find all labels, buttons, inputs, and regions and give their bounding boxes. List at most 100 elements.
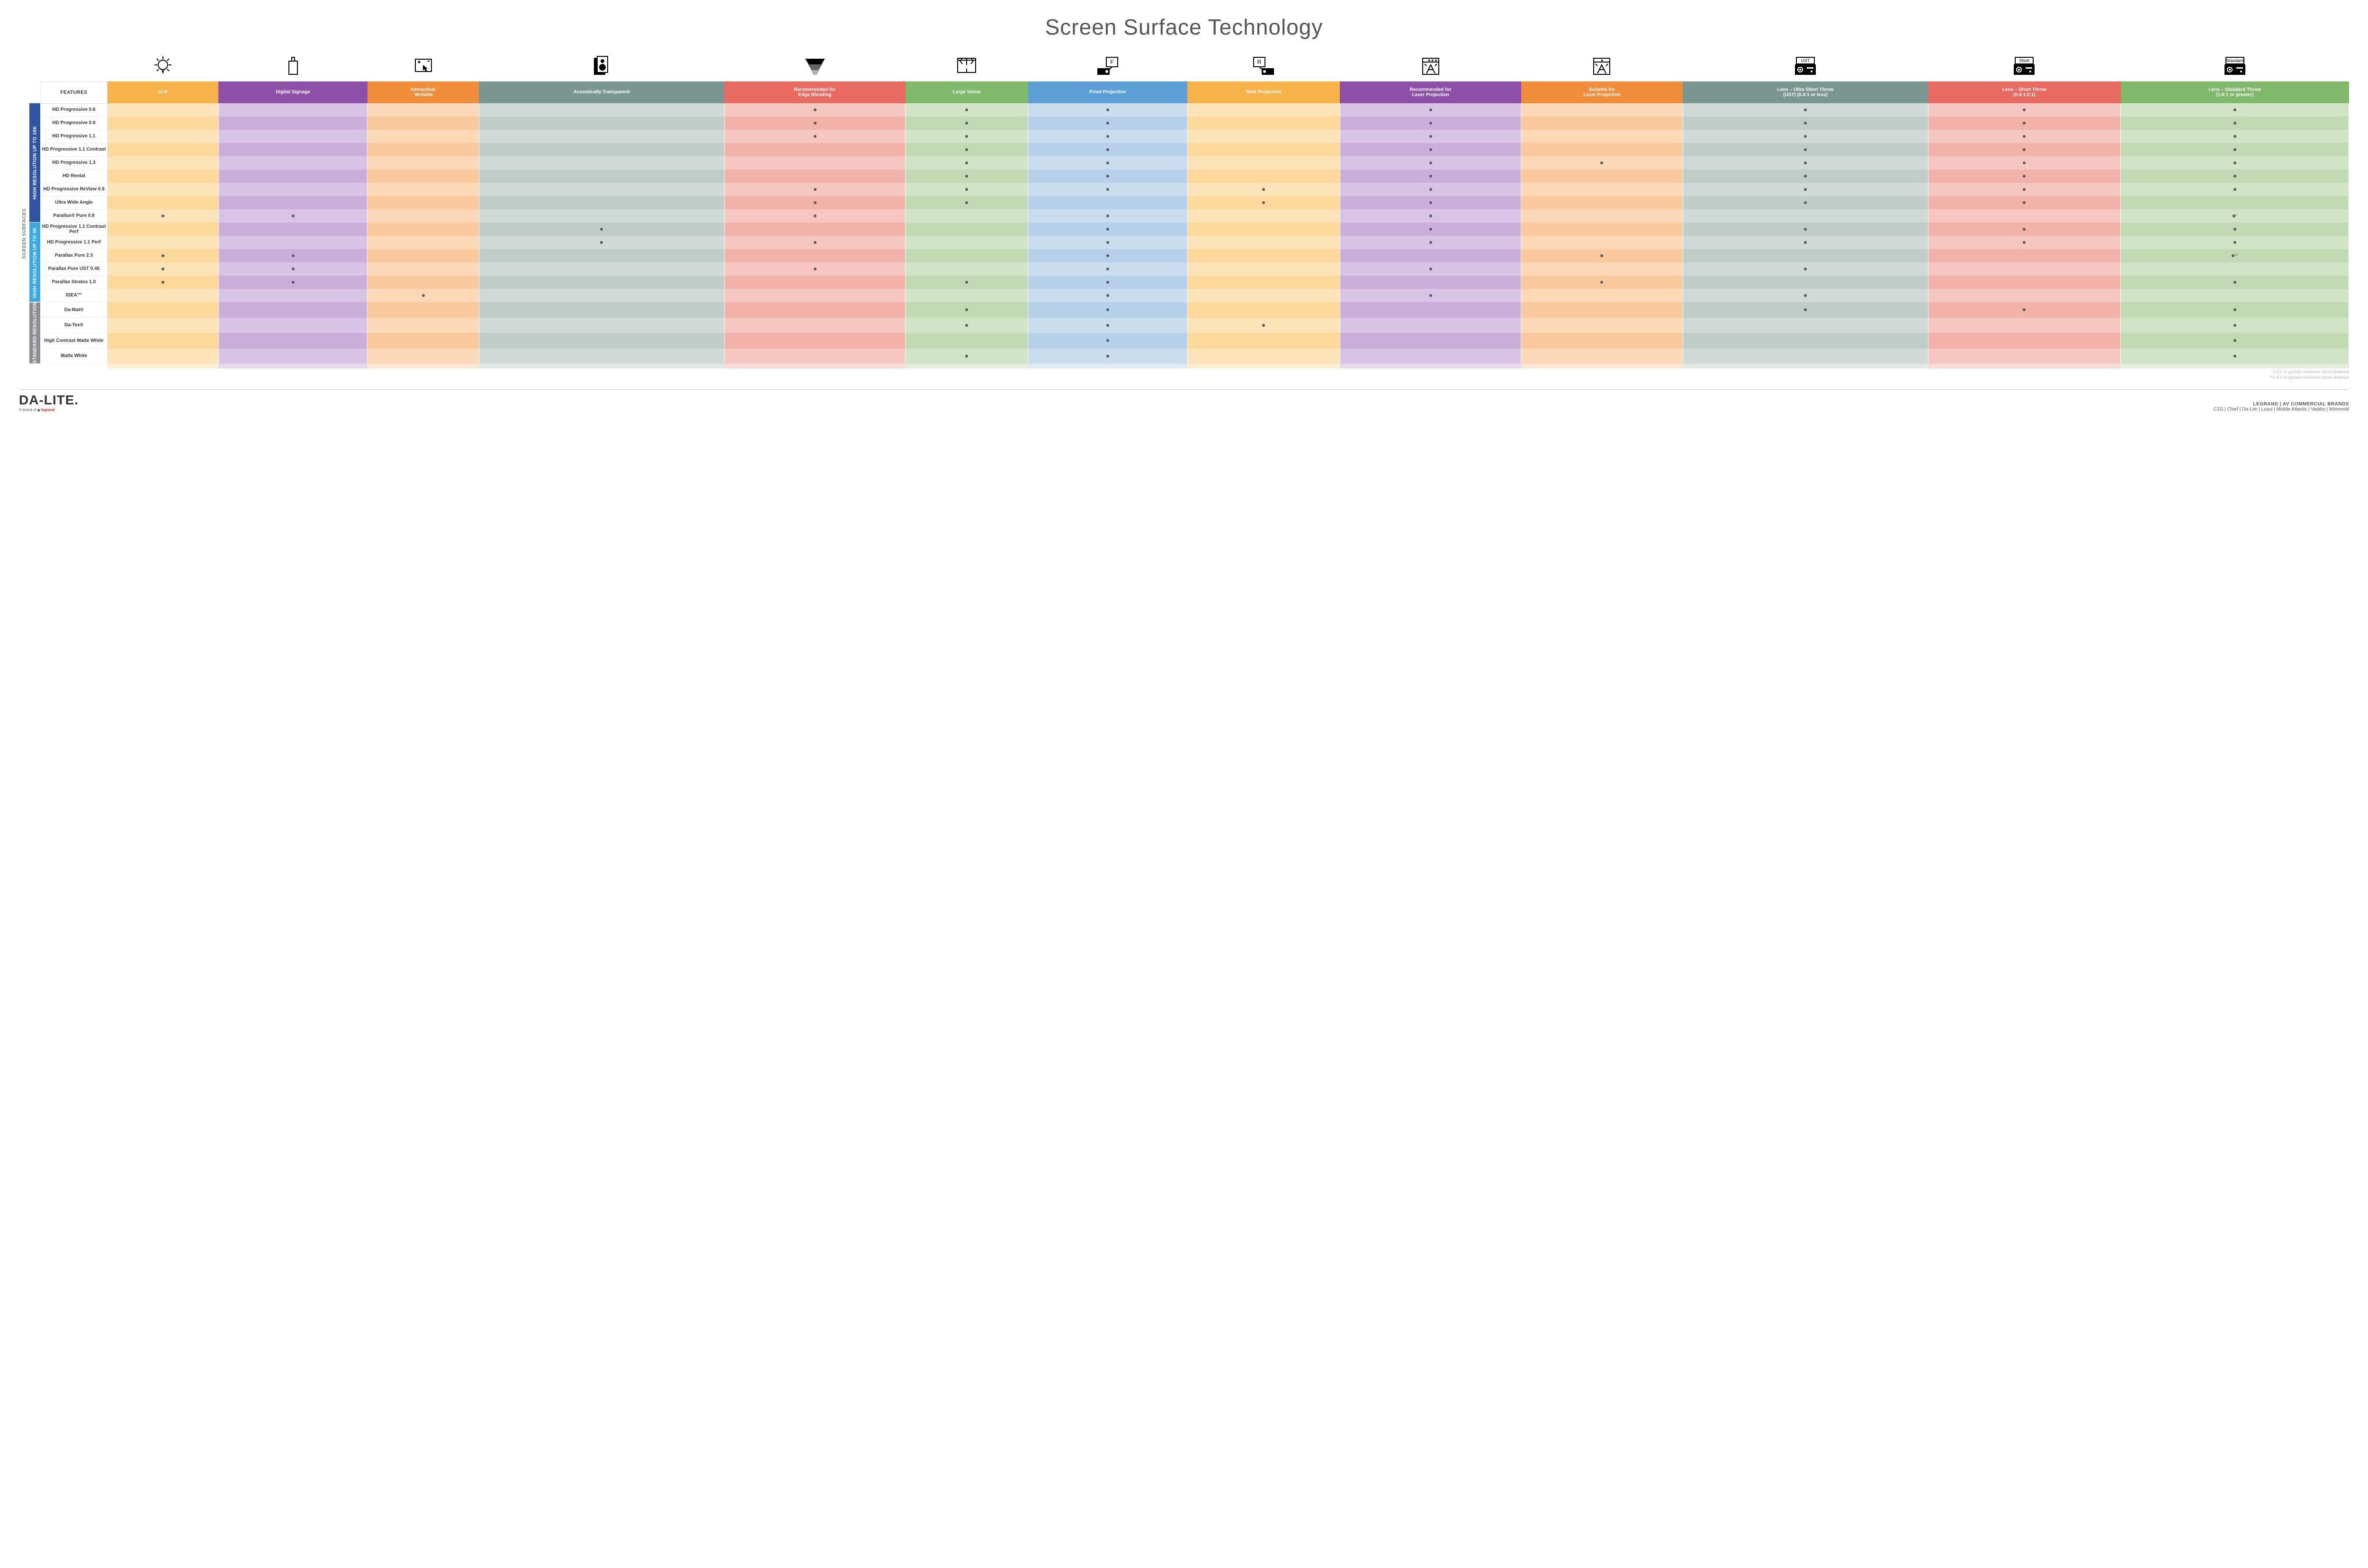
cell-reclaser bbox=[1340, 289, 1521, 302]
row-label: Parallax Pure UST 0.45 bbox=[41, 262, 107, 276]
cell-signage bbox=[218, 276, 368, 289]
table-row: IDEA™ bbox=[19, 289, 2349, 302]
cell-signage bbox=[218, 196, 368, 209]
cell-acoustic bbox=[479, 276, 724, 289]
cell-suitlaser bbox=[1521, 183, 1683, 196]
cell-rear bbox=[1187, 333, 1340, 349]
svg-text:★★★: ★★★ bbox=[1427, 58, 1438, 63]
cell-alr bbox=[107, 170, 218, 183]
row-label: Parallax Stratos 1.0 bbox=[41, 276, 107, 289]
table-row: HD Progressive 0.9 bbox=[19, 116, 2349, 130]
header-row: FEATURESALRDigital SignageInteractive/ W… bbox=[19, 81, 2349, 103]
row-label: Da-Tex® bbox=[41, 318, 107, 333]
cell-interactive bbox=[368, 103, 479, 116]
row-label: Matte White bbox=[41, 349, 107, 364]
cell-signage bbox=[218, 289, 368, 302]
cell-acoustic bbox=[479, 209, 724, 223]
cell-reclaser bbox=[1340, 262, 1521, 276]
cell-rear bbox=[1187, 183, 1340, 196]
cell-alr bbox=[107, 276, 218, 289]
cell-suitlaser bbox=[1521, 209, 1683, 223]
cell-alr bbox=[107, 103, 218, 116]
cell-rear bbox=[1187, 170, 1340, 183]
table-row: Parallax Pure 2.3** bbox=[19, 249, 2349, 262]
cell-alr bbox=[107, 349, 218, 364]
cell-front bbox=[1028, 318, 1187, 333]
cell-suitlaser bbox=[1521, 276, 1683, 289]
cell-std bbox=[2121, 349, 2349, 364]
cell-acoustic bbox=[479, 223, 724, 236]
cell-rear bbox=[1187, 143, 1340, 156]
cell-reclaser bbox=[1340, 333, 1521, 349]
cell-interactive bbox=[368, 318, 479, 333]
cell-edge bbox=[724, 333, 905, 349]
cell-short bbox=[1928, 262, 2121, 276]
cell-interactive bbox=[368, 289, 479, 302]
cell-suitlaser bbox=[1521, 302, 1683, 318]
cell-rear bbox=[1187, 156, 1340, 170]
cell-std: * bbox=[2121, 209, 2349, 223]
cell-std bbox=[2121, 170, 2349, 183]
cell-acoustic bbox=[479, 196, 724, 209]
cell-short bbox=[1928, 196, 2121, 209]
cell-edge bbox=[724, 196, 905, 209]
cell-interactive bbox=[368, 349, 479, 364]
cell-short bbox=[1928, 223, 2121, 236]
cell-front bbox=[1028, 333, 1187, 349]
row-label: Da-Mat® bbox=[41, 302, 107, 318]
cell-ust bbox=[1683, 318, 1928, 333]
cell-reclaser bbox=[1340, 236, 1521, 249]
cell-alr bbox=[107, 183, 218, 196]
cell-suitlaser bbox=[1521, 318, 1683, 333]
cell-std bbox=[2121, 302, 2349, 318]
cell-edge bbox=[724, 349, 905, 364]
cell-rear bbox=[1187, 209, 1340, 223]
cell-front bbox=[1028, 130, 1187, 143]
table-row: HD Rental bbox=[19, 170, 2349, 183]
cell-ust bbox=[1683, 302, 1928, 318]
col-header-acoustic: Acoustically Transparent bbox=[479, 81, 724, 103]
cell-std bbox=[2121, 196, 2349, 209]
row-label: HD Progressive 1.1 Perf bbox=[41, 236, 107, 249]
cell-ust bbox=[1683, 276, 1928, 289]
cell-large bbox=[906, 276, 1028, 289]
cell-alr bbox=[107, 156, 218, 170]
col-icon-short: Short bbox=[1928, 51, 2121, 81]
category-stdres: STANDARD RESOLUTION bbox=[29, 302, 41, 364]
cell-alr bbox=[107, 209, 218, 223]
cell-acoustic bbox=[479, 249, 724, 262]
cell-short bbox=[1928, 349, 2121, 364]
cell-alr bbox=[107, 262, 218, 276]
cell-front bbox=[1028, 143, 1187, 156]
cell-interactive bbox=[368, 156, 479, 170]
cell-short bbox=[1928, 143, 2121, 156]
features-header: FEATURES bbox=[41, 81, 107, 103]
cell-short bbox=[1928, 333, 2121, 349]
cell-alr bbox=[107, 143, 218, 156]
cell-acoustic bbox=[479, 349, 724, 364]
cell-ust bbox=[1683, 196, 1928, 209]
cell-ust bbox=[1683, 209, 1928, 223]
cell-short bbox=[1928, 183, 2121, 196]
cell-interactive bbox=[368, 196, 479, 209]
cell-interactive bbox=[368, 130, 479, 143]
row-label: HD Progressive 1.1 Contrast Perf bbox=[41, 223, 107, 236]
cell-short bbox=[1928, 318, 2121, 333]
cell-short bbox=[1928, 130, 2121, 143]
cell-rear bbox=[1187, 249, 1340, 262]
cell-ust bbox=[1683, 333, 1928, 349]
cell-suitlaser bbox=[1521, 289, 1683, 302]
table-row: Da-Tex® bbox=[19, 318, 2349, 333]
cell-reclaser bbox=[1340, 130, 1521, 143]
row-label: Parallax® Pure 0.8 bbox=[41, 209, 107, 223]
cell-large bbox=[906, 156, 1028, 170]
cell-rear bbox=[1187, 223, 1340, 236]
cell-large bbox=[906, 318, 1028, 333]
cell-signage bbox=[218, 130, 368, 143]
cell-large bbox=[906, 236, 1028, 249]
cell-signage bbox=[218, 156, 368, 170]
cell-edge bbox=[724, 262, 905, 276]
cell-edge bbox=[724, 170, 905, 183]
cell-edge bbox=[724, 209, 905, 223]
cell-suitlaser bbox=[1521, 143, 1683, 156]
